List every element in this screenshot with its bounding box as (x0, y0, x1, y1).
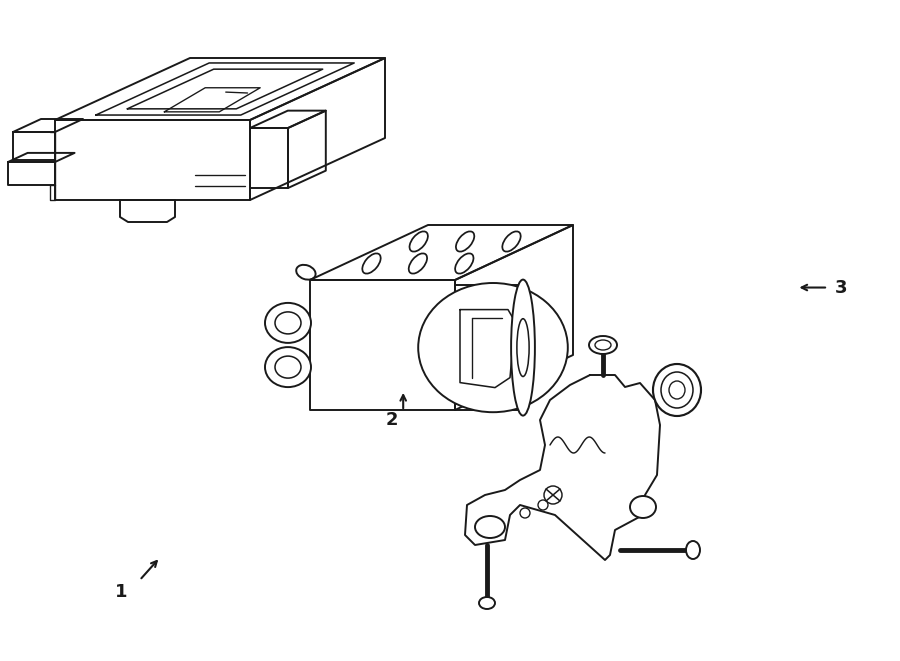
Text: 2: 2 (385, 410, 398, 429)
Polygon shape (250, 110, 326, 128)
Ellipse shape (275, 312, 301, 334)
Polygon shape (455, 225, 573, 410)
Circle shape (520, 508, 530, 518)
Ellipse shape (589, 336, 617, 354)
Polygon shape (13, 132, 55, 160)
Ellipse shape (455, 253, 473, 274)
Circle shape (538, 500, 548, 510)
Ellipse shape (517, 319, 529, 377)
Ellipse shape (418, 283, 568, 412)
Ellipse shape (275, 356, 301, 378)
Ellipse shape (653, 364, 701, 416)
Polygon shape (8, 153, 75, 162)
Ellipse shape (363, 253, 381, 274)
Ellipse shape (511, 280, 535, 416)
Text: 1: 1 (115, 582, 128, 601)
Ellipse shape (409, 253, 428, 274)
Polygon shape (250, 128, 288, 188)
Ellipse shape (502, 231, 521, 252)
Ellipse shape (475, 516, 505, 538)
Polygon shape (288, 110, 326, 188)
Ellipse shape (669, 381, 685, 399)
Ellipse shape (479, 597, 495, 609)
Polygon shape (460, 309, 515, 387)
Ellipse shape (456, 231, 474, 252)
Polygon shape (310, 225, 573, 280)
Polygon shape (8, 162, 55, 185)
Ellipse shape (296, 265, 316, 280)
Ellipse shape (686, 541, 700, 559)
Polygon shape (55, 120, 250, 200)
Polygon shape (250, 58, 385, 200)
Polygon shape (465, 375, 660, 560)
Ellipse shape (265, 303, 311, 343)
Polygon shape (55, 58, 385, 120)
Ellipse shape (265, 347, 311, 387)
Ellipse shape (595, 340, 611, 350)
Text: 3: 3 (835, 278, 848, 297)
Polygon shape (120, 200, 175, 222)
Ellipse shape (410, 231, 427, 252)
Ellipse shape (661, 372, 693, 408)
Polygon shape (13, 119, 83, 132)
Ellipse shape (630, 496, 656, 518)
Polygon shape (310, 280, 455, 410)
